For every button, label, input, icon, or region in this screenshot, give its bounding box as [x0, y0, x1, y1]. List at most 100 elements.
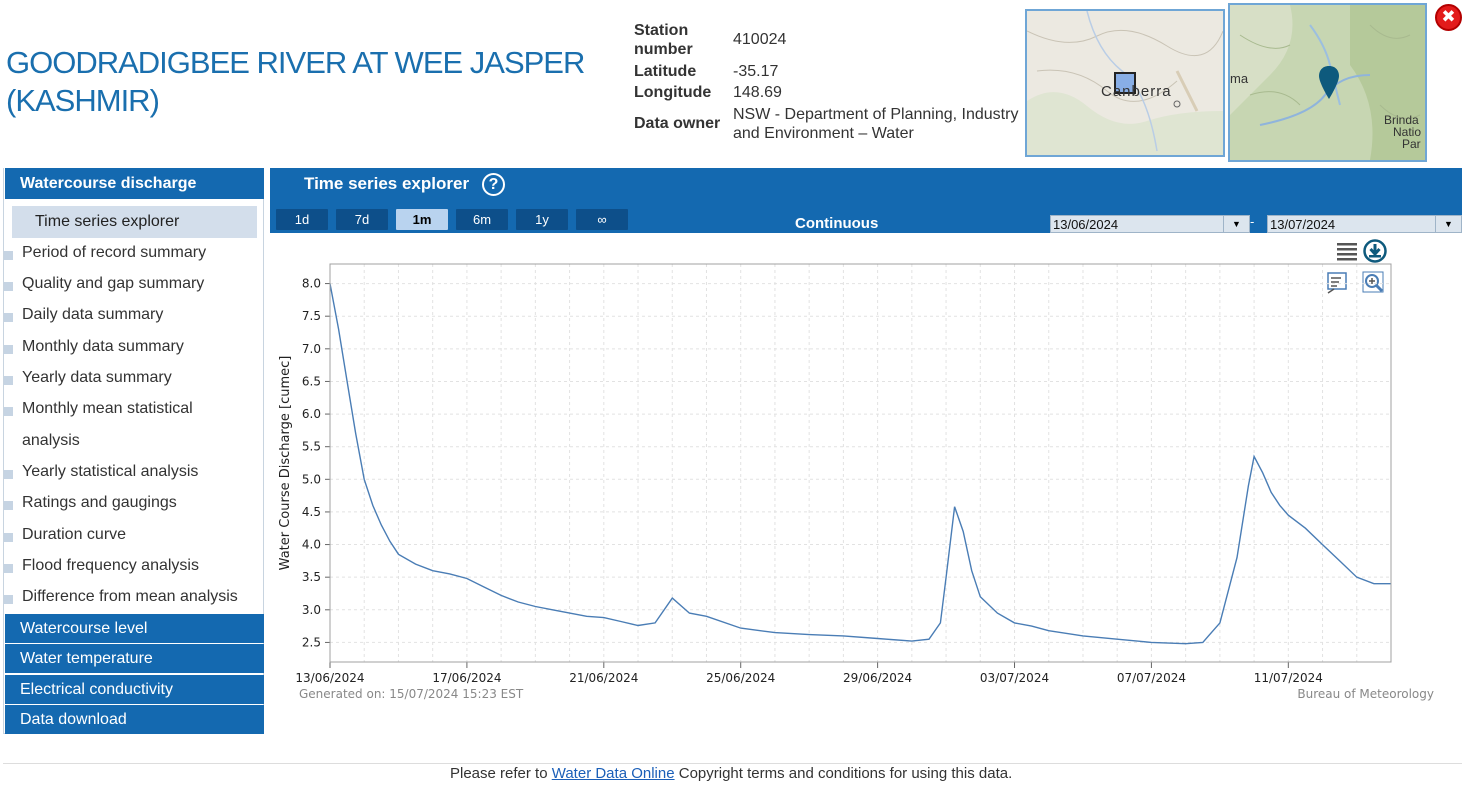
date-separator: - — [1250, 214, 1255, 229]
help-icon[interactable]: ? — [482, 173, 505, 196]
overview-map[interactable]: Canberra — [1025, 9, 1225, 157]
chart-y-tick-label: 3.5 — [302, 570, 321, 584]
chart-y-tick-label: 7.0 — [302, 342, 321, 356]
bullet-icon — [4, 470, 13, 479]
bullet-icon — [4, 564, 13, 573]
bullet-icon — [4, 251, 13, 260]
footer-suffix: Copyright terms and conditions for using… — [678, 765, 1013, 782]
sidebar-item-quality-gap[interactable]: Quality and gap summary — [4, 275, 205, 293]
data-owner-value-1: NSW - Department of Planning, Industry — [733, 106, 1019, 123]
sidebar-item-monthly-mean-cont[interactable]: analysis — [22, 432, 80, 450]
sidebar-item-label: Monthly data summary — [22, 338, 184, 355]
sidebar-item-label: Quality and gap summary — [22, 275, 205, 292]
sidebar-item-label: Difference from mean analysis — [22, 588, 238, 605]
bullet-icon — [4, 282, 13, 291]
chart-y-tick-label: 6.5 — [302, 374, 321, 388]
close-icon[interactable]: ✖ — [1435, 4, 1462, 31]
sidebar-item-label: Monthly mean statistical — [22, 400, 193, 417]
station-number-label-2: number — [634, 41, 693, 58]
station-number-value: 410024 — [733, 31, 787, 48]
date-from-select[interactable]: 13/06/2024 ▼ — [1050, 215, 1250, 233]
sidebar-item-monthly-summary[interactable]: Monthly data summary — [4, 338, 184, 356]
chart-y-tick-label: 5.0 — [302, 472, 321, 486]
chart-x-tick-label: 13/06/2024 — [295, 671, 364, 685]
chart-grid — [329, 264, 1392, 662]
chart-x-tick-label: 29/06/2024 — [843, 671, 912, 685]
chart-y-axis-label: Water Course Discharge [cumec] — [278, 356, 293, 571]
sidebar-item-label: Flood frequency analysis — [22, 557, 199, 574]
station-title: GOODRADIGBEE RIVER AT WEE JASPER (KASHMI… — [6, 45, 585, 118]
footer-prefix: Please refer to — [450, 765, 548, 782]
chart-y-tick-label: 7.5 — [302, 309, 321, 323]
range-button-all[interactable]: ∞ — [576, 209, 628, 230]
explorer-toolbar: Time series explorer ? 1d 7d 1m 6m 1y ∞ … — [270, 168, 1462, 233]
sidebar-item-ratings-gaugings[interactable]: Ratings and gaugings — [4, 494, 177, 512]
sidebar-section-water-temperature[interactable]: Water temperature — [5, 644, 264, 673]
data-owner-value-2: and Environment – Water — [733, 125, 914, 142]
chart-menu-icon[interactable] — [1336, 240, 1360, 262]
range-button-1y[interactable]: 1y — [516, 209, 568, 230]
sidebar-item-monthly-mean[interactable]: Monthly mean statistical — [4, 400, 193, 418]
chart-x-ticks: 13/06/2024 17/06/2024 21/06/2024 25/06/2024… — [295, 662, 1323, 685]
station-marker-icon[interactable] — [1318, 65, 1340, 101]
longitude-label: Longitude — [634, 84, 712, 101]
date-to-value: 13/07/2024 — [1270, 217, 1336, 232]
bullet-icon — [4, 376, 13, 385]
sidebar-section-electrical-conductivity[interactable]: Electrical conductivity — [5, 675, 264, 704]
date-from-value: 13/06/2024 — [1053, 217, 1119, 232]
range-button-1d[interactable]: 1d — [276, 209, 328, 230]
explorer-title: Time series explorer — [304, 174, 470, 193]
download-icon[interactable] — [1363, 239, 1387, 263]
sidebar-item-period-of-record[interactable]: Period of record summary — [4, 244, 207, 262]
bullet-icon — [4, 313, 13, 322]
footer-divider — [3, 763, 1462, 764]
chart-y-tick-label: 8.0 — [302, 277, 321, 291]
chart-annotation-icon[interactable] — [1326, 271, 1350, 295]
sidebar: Watercourse discharge Time series explor… — [3, 168, 264, 734]
bullet-icon — [4, 345, 13, 354]
range-button-7d[interactable]: 7d — [336, 209, 388, 230]
detail-map-label-right-3: Par — [1402, 137, 1421, 151]
chart-credit: Bureau of Meteorology — [1297, 687, 1434, 701]
sidebar-item-duration-curve[interactable]: Duration curve — [4, 526, 127, 544]
chart-x-tick-label: 25/06/2024 — [706, 671, 775, 685]
sidebar-item-yearly-statistical[interactable]: Yearly statistical analysis — [4, 463, 198, 481]
discharge-series-line — [329, 283, 1391, 645]
detail-map[interactable]: ma Brinda Natio Par — [1228, 3, 1427, 162]
range-button-1m[interactable]: 1m — [396, 209, 448, 230]
chevron-down-icon[interactable]: ▼ — [1435, 216, 1461, 232]
overview-map-selection[interactable] — [1114, 72, 1136, 94]
station-number-label-1: Station — [634, 22, 689, 39]
sidebar-item-flood-frequency[interactable]: Flood frequency analysis — [4, 557, 199, 575]
detail-map-label-right-2: Natio — [1393, 125, 1422, 139]
sidebar-item-difference-from-mean[interactable]: Difference from mean analysis — [4, 588, 238, 606]
chart-x-tick-label: 07/07/2024 — [1117, 671, 1186, 685]
discharge-chart[interactable]: 8.0 7.5 7.0 6.5 6.0 5.5 5.0 4.5 4.0 3.5 3.0 2.5 13/… — [270, 236, 1450, 706]
detail-map-label-right-1: Brinda — [1384, 113, 1419, 127]
data-owner-label: Data owner — [634, 115, 721, 132]
sidebar-item-yearly-summary[interactable]: Yearly data summary — [4, 369, 172, 387]
sidebar-item-time-series-explorer[interactable]: Time series explorer — [12, 206, 257, 238]
footer-notice: Please refer to Water Data Online Copyri… — [450, 765, 1012, 782]
date-to-select[interactable]: 13/07/2024 ▼ — [1267, 215, 1462, 233]
sidebar-section-data-download[interactable]: Data download — [5, 705, 264, 734]
sidebar-section-watercourse-discharge[interactable]: Watercourse discharge — [5, 168, 264, 199]
overview-map-label: Canberra — [1101, 83, 1172, 100]
chart-y-tick-label: 2.5 — [302, 635, 321, 649]
sidebar-item-label: analysis — [22, 432, 80, 449]
chart-y-tick-label: 6.0 — [302, 407, 321, 421]
sidebar-item-daily-summary[interactable]: Daily data summary — [4, 306, 163, 324]
chart-y-tick-label: 4.0 — [302, 538, 321, 552]
sidebar-item-label: Period of record summary — [22, 244, 207, 261]
bullet-icon — [4, 595, 13, 604]
range-button-6m[interactable]: 6m — [456, 209, 508, 230]
series-mode-label: Continuous — [795, 215, 879, 232]
sidebar-section-watercourse-level[interactable]: Watercourse level — [5, 614, 264, 643]
chart-y-tick-label: 3.0 — [302, 603, 321, 617]
sidebar-item-label: Duration curve — [22, 526, 127, 543]
chart-x-tick-label: 03/07/2024 — [980, 671, 1049, 685]
chevron-down-icon[interactable]: ▼ — [1223, 216, 1249, 232]
chart-y-tick-label: 4.5 — [302, 505, 321, 519]
chart-x-tick-label: 11/07/2024 — [1254, 671, 1323, 685]
water-data-online-link[interactable]: Water Data Online — [551, 765, 675, 782]
